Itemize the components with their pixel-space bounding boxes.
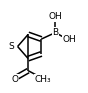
Text: CH₃: CH₃ <box>35 75 51 84</box>
Text: OH: OH <box>49 12 62 21</box>
Text: S: S <box>9 42 14 51</box>
Text: O: O <box>11 75 18 84</box>
Text: B: B <box>52 28 59 37</box>
Text: OH: OH <box>63 35 76 44</box>
